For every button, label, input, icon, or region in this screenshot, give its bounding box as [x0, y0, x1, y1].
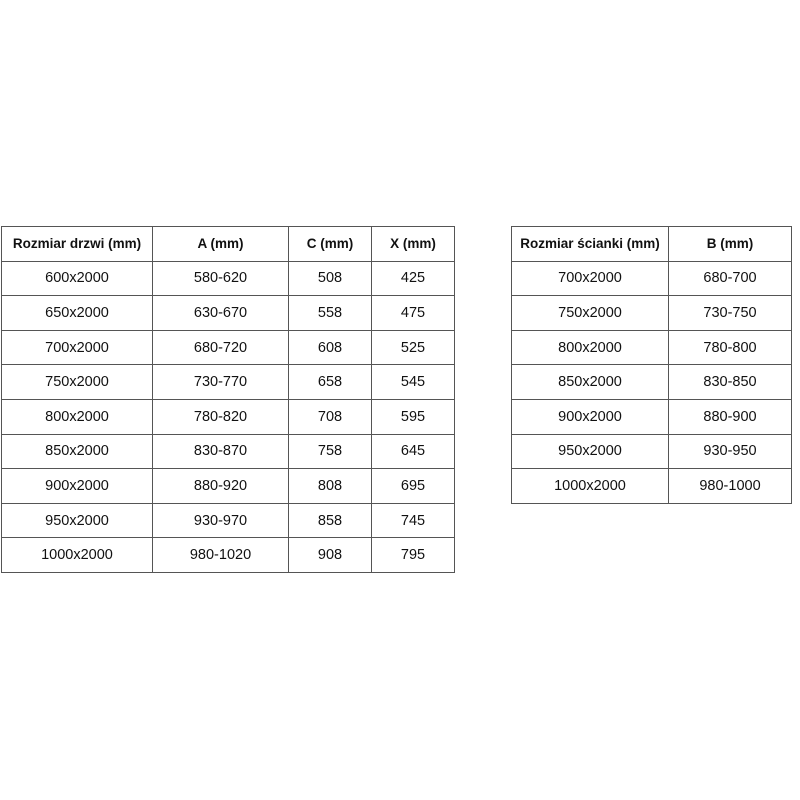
table-row: 950x2000 930-950 — [511, 433, 792, 470]
table-cell: 745 — [371, 502, 455, 539]
table-cell: 750x2000 — [1, 364, 153, 400]
table-cell: 525 — [371, 329, 455, 366]
table-cell: 658 — [288, 364, 372, 400]
table-row: 700x2000 680-700 — [511, 260, 792, 297]
table-cell: 680-700 — [668, 260, 792, 297]
table-cell: 980-1000 — [668, 468, 792, 504]
table-row: 750x2000 730-750 — [511, 295, 792, 331]
table-cell: 850x2000 — [1, 433, 153, 470]
table-cell: 730-770 — [152, 364, 289, 400]
table-cell: 800x2000 — [511, 329, 669, 366]
table-cell: 858 — [288, 502, 372, 539]
table-cell: 650x2000 — [1, 295, 153, 331]
table-cell: 980-1020 — [152, 537, 289, 573]
table-cell: 580-620 — [152, 260, 289, 297]
table-header-row: Rozmiar drzwi (mm) A (mm) C (mm) X (mm) — [1, 226, 455, 262]
table-row: 850x2000 830-870 758 645 — [1, 433, 455, 470]
table-cell: 950x2000 — [1, 502, 153, 539]
table-row: 900x2000 880-920 808 695 — [1, 468, 455, 504]
column-header: Rozmiar ścianki (mm) — [511, 226, 669, 262]
column-header: X (mm) — [371, 226, 455, 262]
table-cell: 700x2000 — [1, 329, 153, 366]
table-row: 650x2000 630-670 558 475 — [1, 295, 455, 331]
table-cell: 780-800 — [668, 329, 792, 366]
table-header-row: Rozmiar ścianki (mm) B (mm) — [511, 226, 792, 262]
table-cell: 558 — [288, 295, 372, 331]
table-cell: 800x2000 — [1, 398, 153, 435]
table-cell: 908 — [288, 537, 372, 573]
table-cell: 608 — [288, 329, 372, 366]
table-cell: 645 — [371, 433, 455, 470]
table-cell: 545 — [371, 364, 455, 400]
table-cell: 830-870 — [152, 433, 289, 470]
wall-size-table: Rozmiar ścianki (mm) B (mm) 700x2000 680-7… — [511, 226, 792, 504]
table-cell: 508 — [288, 260, 372, 297]
table-cell: 680-720 — [152, 329, 289, 366]
table-cell: 808 — [288, 468, 372, 504]
table-row: 850x2000 830-850 — [511, 364, 792, 400]
table-cell: 595 — [371, 398, 455, 435]
table-row: 1000x2000 980-1020 908 795 — [1, 537, 455, 573]
table-cell: 695 — [371, 468, 455, 504]
table-cell: 708 — [288, 398, 372, 435]
table-cell: 630-670 — [152, 295, 289, 331]
table-cell: 900x2000 — [511, 398, 669, 435]
table-row: 800x2000 780-800 — [511, 329, 792, 366]
table-cell: 930-950 — [668, 433, 792, 470]
table-cell: 880-900 — [668, 398, 792, 435]
column-header: C (mm) — [288, 226, 372, 262]
table-cell: 780-820 — [152, 398, 289, 435]
table-cell: 900x2000 — [1, 468, 153, 504]
table-cell: 425 — [371, 260, 455, 297]
table-cell: 1000x2000 — [1, 537, 153, 573]
table-cell: 700x2000 — [511, 260, 669, 297]
column-header: B (mm) — [668, 226, 792, 262]
door-size-table: Rozmiar drzwi (mm) A (mm) C (mm) X (mm) 600… — [1, 226, 455, 573]
table-cell: 758 — [288, 433, 372, 470]
table-cell: 600x2000 — [1, 260, 153, 297]
table-cell: 950x2000 — [511, 433, 669, 470]
column-header: A (mm) — [152, 226, 289, 262]
column-header: Rozmiar drzwi (mm) — [1, 226, 153, 262]
table-cell: 475 — [371, 295, 455, 331]
table-row: 800x2000 780-820 708 595 — [1, 398, 455, 435]
table-row: 1000x2000 980-1000 — [511, 468, 792, 504]
table-cell: 750x2000 — [511, 295, 669, 331]
table-row: 700x2000 680-720 608 525 — [1, 329, 455, 366]
table-row: 600x2000 580-620 508 425 — [1, 260, 455, 297]
table-cell: 830-850 — [668, 364, 792, 400]
table-row: 900x2000 880-900 — [511, 398, 792, 435]
table-row: 750x2000 730-770 658 545 — [1, 364, 455, 400]
table-row: 950x2000 930-970 858 745 — [1, 502, 455, 539]
table-cell: 850x2000 — [511, 364, 669, 400]
table-cell: 730-750 — [668, 295, 792, 331]
table-cell: 795 — [371, 537, 455, 573]
table-cell: 930-970 — [152, 502, 289, 539]
table-cell: 880-920 — [152, 468, 289, 504]
table-cell: 1000x2000 — [511, 468, 669, 504]
